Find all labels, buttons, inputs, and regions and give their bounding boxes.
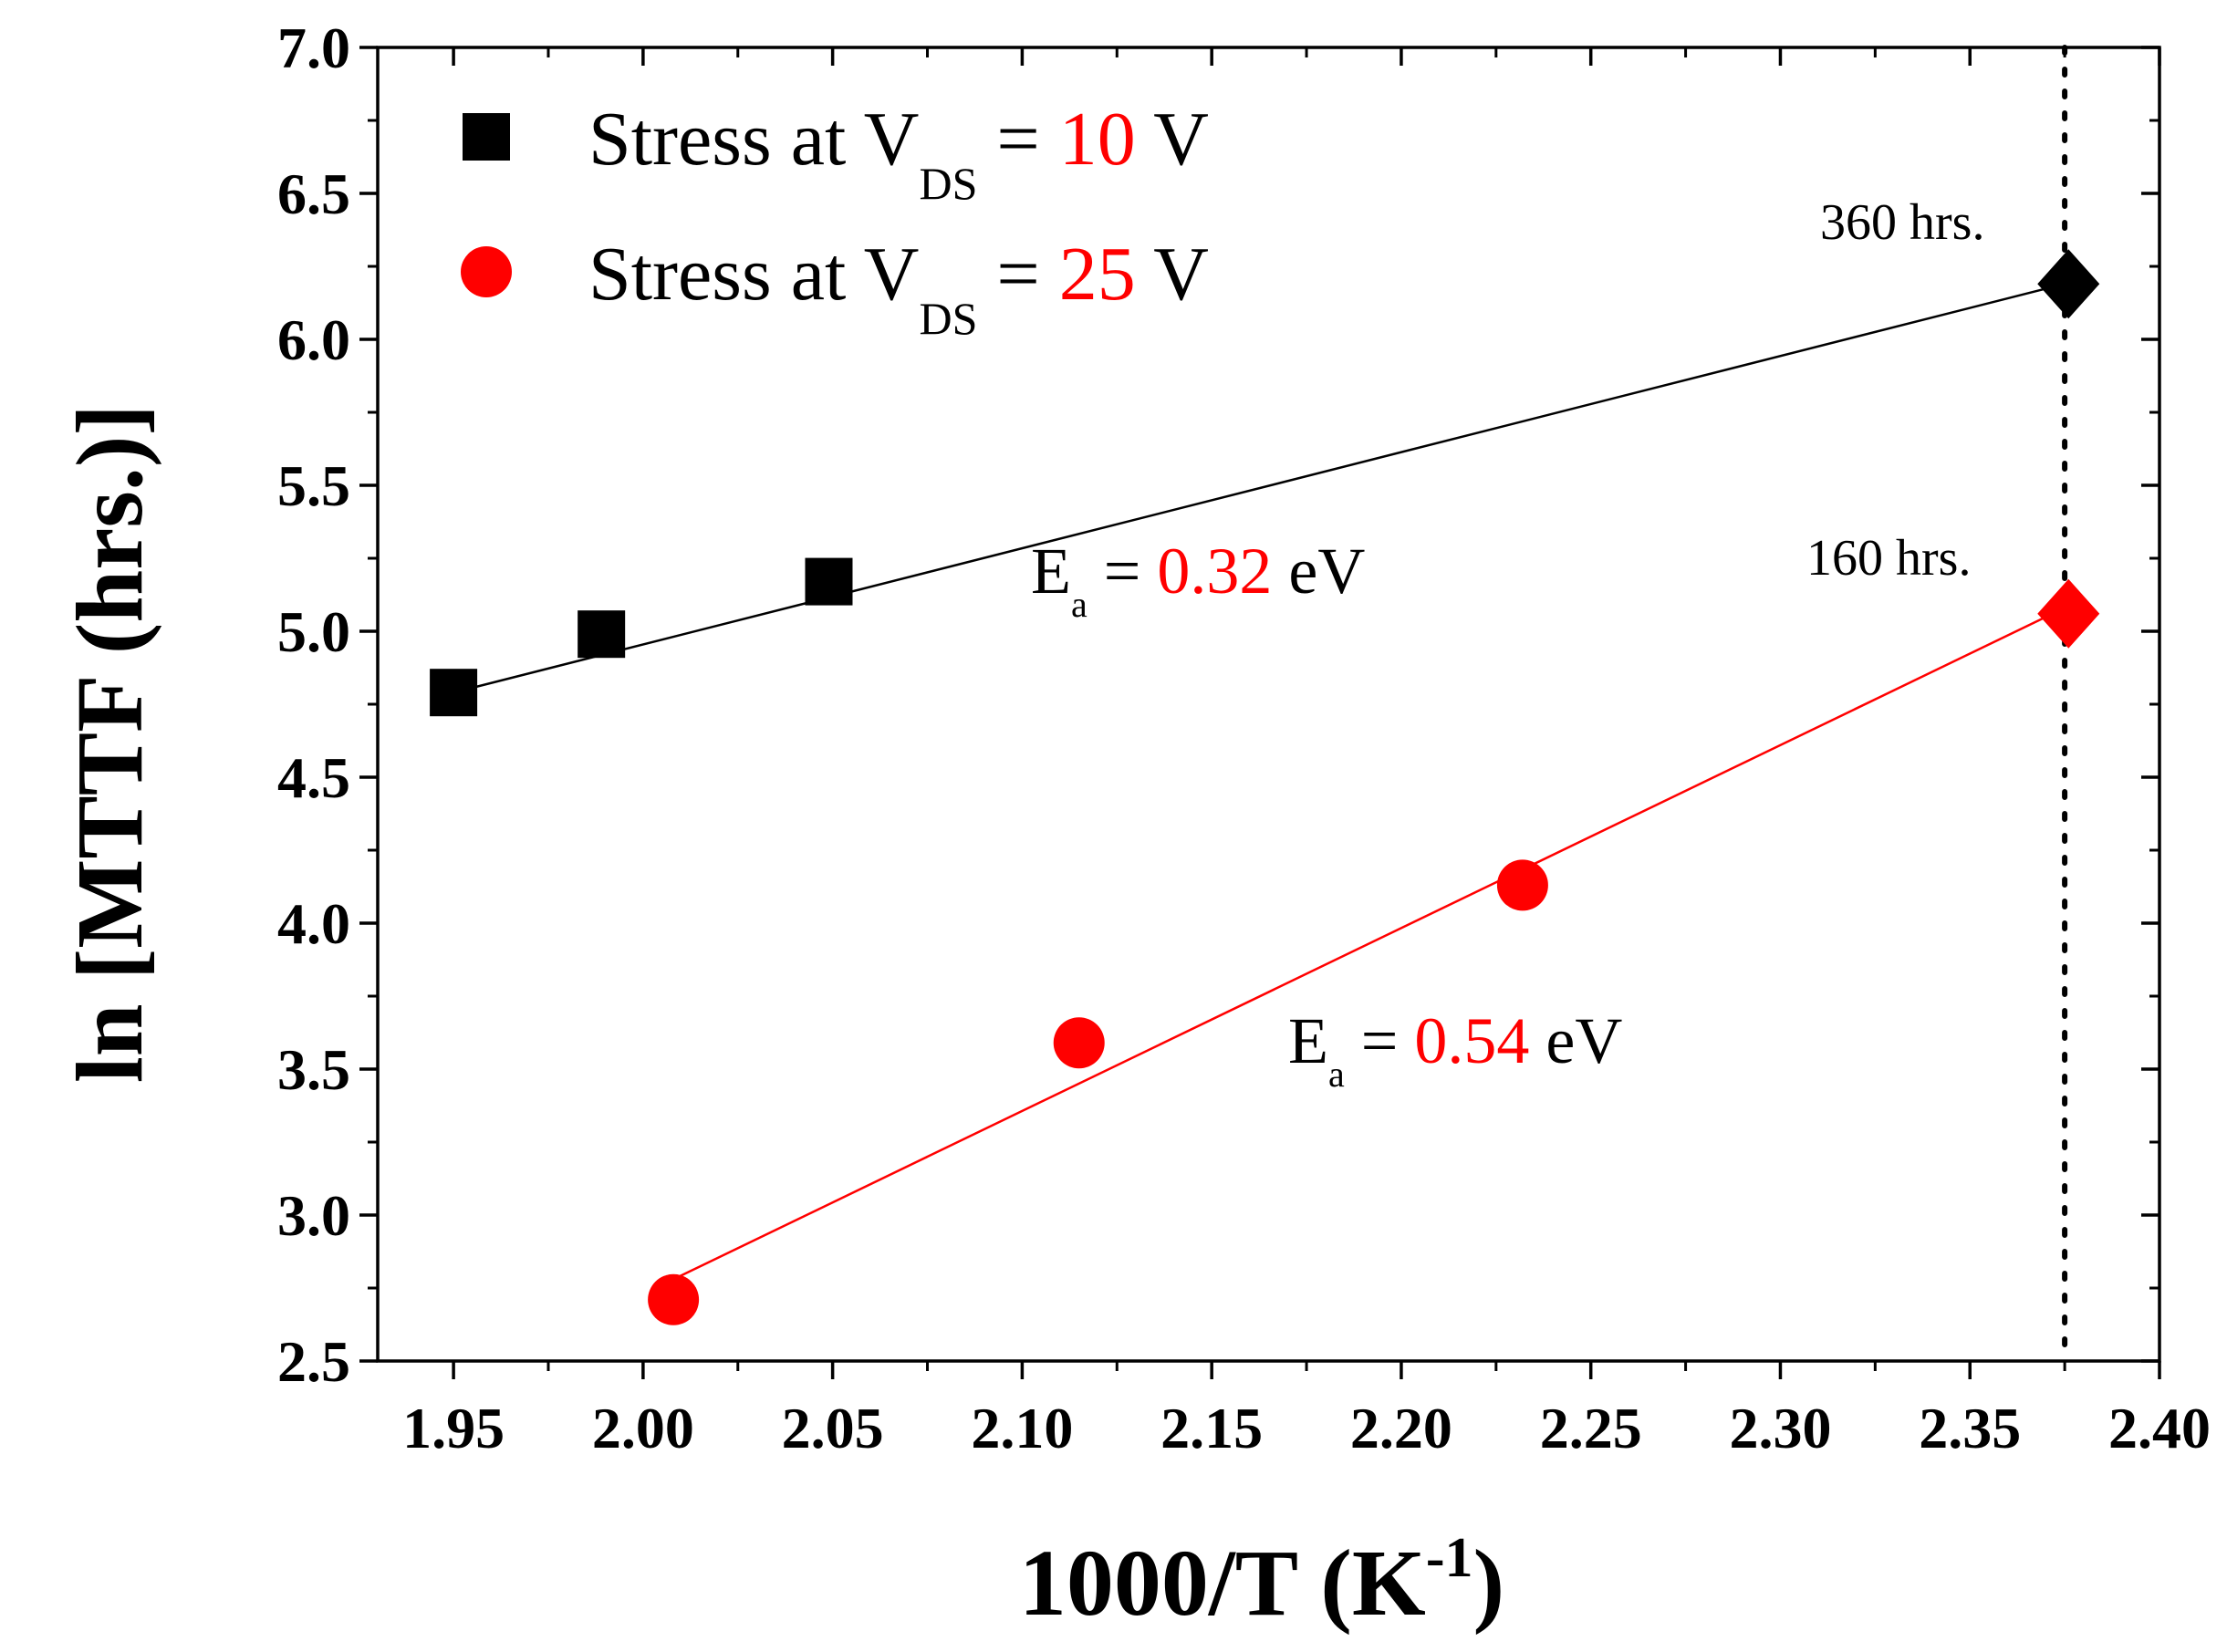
x-tick-label: 2.10 (971, 1396, 1073, 1460)
activation-value: 0.32 (1157, 535, 1272, 608)
extrapolated-point-series-1 (2037, 249, 2100, 319)
legend-marker-series-1 (463, 113, 510, 161)
y-tick-label: 4.5 (277, 745, 350, 810)
y-tick-label: 3.0 (277, 1183, 350, 1248)
data-point-series-2 (1496, 859, 1548, 911)
activation-value: 0.54 (1414, 1004, 1529, 1077)
legend-value: 25 (1059, 232, 1136, 317)
data-point-series-1 (430, 669, 478, 717)
legend-prefix: Stress at V (588, 232, 919, 317)
fit-line-series-2 (672, 607, 2066, 1281)
time-label-series-1: 360 hrs. (1820, 194, 1984, 251)
axis-ticks: 1.95 2.00 2.05 2.10 2.15 2.20 2.25 2.30 2.35 2.40… (277, 16, 2211, 1460)
legend-unit: V (1136, 232, 1209, 317)
x-tick-label: 1.95 (402, 1396, 505, 1460)
time-label-series-2: 160 hrs. (1806, 530, 1971, 587)
fit-line-series-1 (453, 282, 2066, 694)
x-tick-label: 2.20 (1350, 1396, 1452, 1460)
x-axis-title: 1000/T (K-1) (1019, 1527, 1504, 1636)
legend-equals: = (977, 232, 1058, 317)
x-tick-label: 2.30 (1729, 1396, 1831, 1460)
activation-subscript: a (1328, 1054, 1345, 1095)
data-point-series-2 (1053, 1017, 1105, 1069)
y-tick-label: 3.5 (277, 1037, 350, 1102)
y-tick-label: 6.0 (277, 307, 350, 372)
extrapolated-point-series-2 (2037, 578, 2100, 649)
y-tick-label: 7.0 (277, 16, 350, 80)
activation-subscript: a (1071, 584, 1087, 625)
legend-unit: V (1136, 97, 1209, 182)
y-tick-label: 6.5 (277, 161, 350, 226)
y-axis-title: ln [MTTF (hrs.)] (57, 404, 162, 1083)
data-point-series-1 (578, 610, 626, 659)
y-tick-label: 5.5 (277, 453, 350, 518)
activation-energy-series-1: Ea = 0.32 eV (1031, 535, 1365, 625)
x-tick-label: 2.15 (1160, 1396, 1263, 1460)
data-point-series-2 (648, 1273, 700, 1325)
activation-equals: = (1345, 1004, 1415, 1077)
x-axis-title-main: 1000/T (K (1019, 1531, 1426, 1636)
legend-value: 10 (1059, 97, 1136, 182)
activation-equals: = (1087, 535, 1158, 608)
activation-unit: eV (1272, 535, 1365, 608)
legend-label-series-2: Stress at VDS = 25 V (588, 232, 1209, 344)
activation-unit: eV (1529, 1004, 1622, 1077)
x-axis-title-tail: ) (1473, 1531, 1504, 1636)
data-point-series-1 (805, 557, 853, 606)
legend-label-series-1: Stress at VDS = 10 V (588, 97, 1209, 209)
x-tick-label: 2.05 (782, 1396, 884, 1460)
legend-prefix: Stress at V (588, 97, 919, 182)
legend-subscript: DS (919, 293, 977, 344)
y-tick-label: 4.0 (277, 891, 350, 956)
x-tick-label: 2.00 (592, 1396, 694, 1460)
annotations: 360 hrs. Ea = 0.32 eV 160 hrs. Ea = 0.54 eV (1031, 194, 1984, 1095)
legend-marker-series-2 (461, 246, 512, 297)
activation-symbol: E (1288, 1004, 1328, 1077)
activation-energy-series-2: Ea = 0.54 eV (1288, 1004, 1622, 1095)
x-axis-title-sup: -1 (1426, 1527, 1473, 1589)
legend-equals: = (977, 97, 1058, 182)
y-tick-label: 5.0 (277, 599, 350, 664)
x-tick-label: 2.40 (2108, 1396, 2211, 1460)
legend-subscript: DS (919, 158, 977, 209)
y-tick-label: 2.5 (277, 1329, 350, 1394)
activation-symbol: E (1031, 535, 1071, 608)
x-tick-label: 2.25 (1540, 1396, 1642, 1460)
data-points (430, 249, 2100, 1325)
x-tick-label: 2.35 (1919, 1396, 2021, 1460)
